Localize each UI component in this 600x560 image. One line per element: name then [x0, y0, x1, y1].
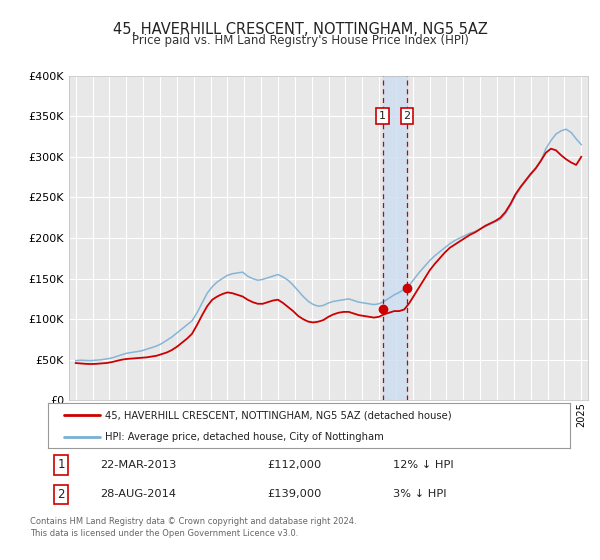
- Text: 2: 2: [58, 488, 65, 501]
- Text: 1: 1: [379, 111, 386, 121]
- Bar: [383, 76, 407, 400]
- Text: 28-AUG-2014: 28-AUG-2014: [100, 489, 176, 500]
- Text: HPI: Average price, detached house, City of Nottingham: HPI: Average price, detached house, City…: [106, 432, 384, 442]
- Text: 45, HAVERHILL CRESCENT, NOTTINGHAM, NG5 5AZ (detached house): 45, HAVERHILL CRESCENT, NOTTINGHAM, NG5 …: [106, 410, 452, 421]
- Text: £139,000: £139,000: [267, 489, 322, 500]
- Text: £112,000: £112,000: [267, 460, 322, 470]
- Text: Contains HM Land Registry data © Crown copyright and database right 2024.: Contains HM Land Registry data © Crown c…: [30, 517, 356, 526]
- Text: 22-MAR-2013: 22-MAR-2013: [100, 460, 176, 470]
- Text: This data is licensed under the Open Government Licence v3.0.: This data is licensed under the Open Gov…: [30, 529, 298, 538]
- Text: 3% ↓ HPI: 3% ↓ HPI: [392, 489, 446, 500]
- Text: Price paid vs. HM Land Registry's House Price Index (HPI): Price paid vs. HM Land Registry's House …: [131, 34, 469, 46]
- Text: 12% ↓ HPI: 12% ↓ HPI: [392, 460, 453, 470]
- Text: 45, HAVERHILL CRESCENT, NOTTINGHAM, NG5 5AZ: 45, HAVERHILL CRESCENT, NOTTINGHAM, NG5 …: [113, 22, 487, 38]
- Text: 1: 1: [58, 459, 65, 472]
- Text: 2: 2: [403, 111, 410, 121]
